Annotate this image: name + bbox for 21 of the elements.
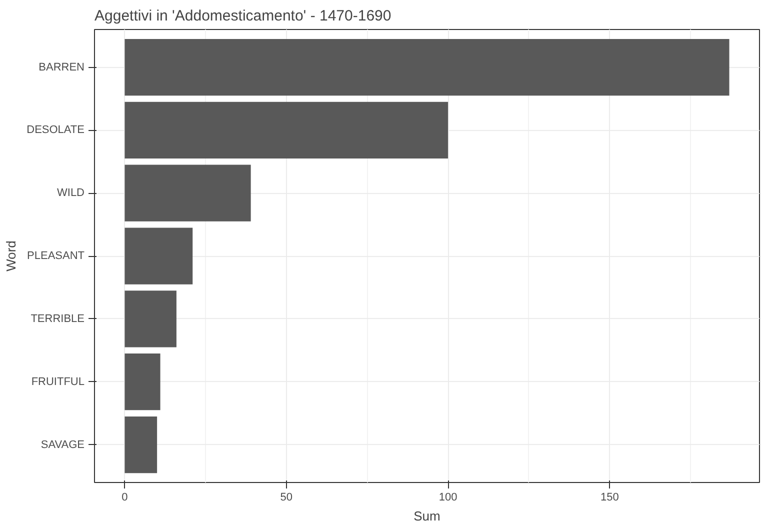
bar bbox=[124, 102, 448, 158]
bar bbox=[124, 228, 193, 284]
bar bbox=[124, 38, 730, 96]
y-tick-label: FRUITFUL bbox=[31, 376, 85, 388]
x-tick-label: 50 bbox=[280, 492, 293, 504]
y-tick-label: WILD bbox=[57, 187, 85, 200]
bar bbox=[124, 164, 251, 222]
y-tick-label: TERRIBLE bbox=[30, 312, 85, 325]
x-axis-title: Sum bbox=[414, 508, 440, 524]
bar bbox=[124, 354, 160, 410]
x-tick-label: 100 bbox=[438, 492, 458, 504]
y-axis-title: Word bbox=[4, 240, 19, 272]
y-tick-label: SAVAGE bbox=[40, 438, 84, 451]
bar bbox=[124, 416, 158, 474]
y-tick-label: DESOLATE bbox=[26, 124, 85, 136]
y-tick-label: PLEASANT bbox=[27, 250, 85, 262]
chart-title: Aggettivi in 'Addomesticamento' - 1470-1690 bbox=[94, 8, 392, 24]
x-tick-label: 150 bbox=[600, 492, 619, 504]
x-tick-label: 0 bbox=[122, 492, 128, 504]
y-tick-label: BARREN bbox=[38, 61, 85, 74]
bar bbox=[124, 290, 176, 348]
